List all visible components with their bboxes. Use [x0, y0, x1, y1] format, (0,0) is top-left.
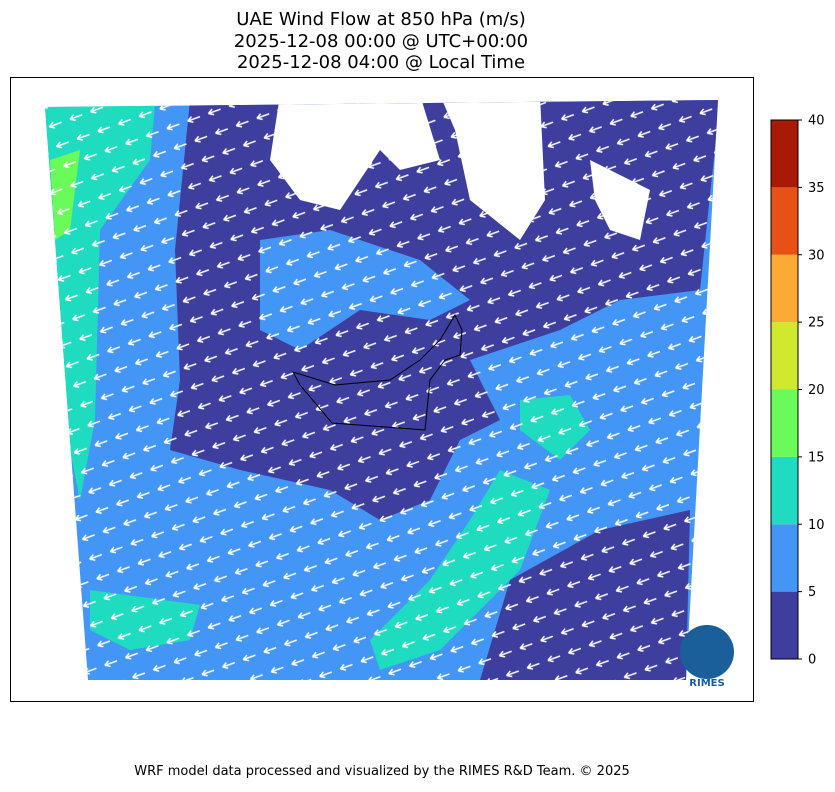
map-frame	[10, 77, 754, 702]
title-line: UAE Wind Flow at 850 hPa (m/s)	[236, 9, 525, 30]
footer: WRF model data processed and visualized …	[134, 764, 630, 779]
colorbar-tick-label: 30	[808, 248, 825, 263]
colorbar-tick-label: 20	[808, 383, 825, 398]
colorbar-segment	[771, 322, 798, 390]
title: UAE Wind Flow at 850 hPa (m/s) 2025-12-0…	[234, 9, 528, 73]
colorbar-tick-label: 0	[808, 653, 816, 668]
colorbar-segment	[771, 389, 798, 457]
wind-field	[45, 100, 718, 680]
colorbar-tick-label: 40	[808, 114, 825, 129]
colorbar-tick-label: 35	[808, 181, 825, 196]
wind-arrows	[45, 100, 718, 680]
title-line: 2025-12-08 04:00 @ Local Time	[237, 52, 525, 73]
colorbar: 0 5 10 15 20 25 30 35 40	[770, 114, 825, 668]
colorbar-segment	[771, 524, 798, 592]
colorbar-tick-label: 15	[808, 450, 825, 465]
colorbar-tick-label: 10	[808, 518, 825, 533]
colorbar-tick-label: 25	[808, 316, 825, 331]
logo-emblem	[680, 625, 734, 679]
logo: RIMES	[680, 625, 734, 689]
colorbar-segment	[771, 254, 798, 323]
colorbar-segment	[771, 187, 798, 255]
colorbar-segment	[771, 120, 798, 188]
colorbar-tick-label: 5	[808, 585, 816, 600]
colorbar-segment	[771, 456, 798, 525]
uae-border	[291, 313, 463, 431]
title-line: 2025-12-08 00:00 @ UTC+00:00	[234, 31, 528, 52]
colorbar-segment	[771, 591, 798, 659]
logo-text: RIMES	[689, 678, 724, 689]
